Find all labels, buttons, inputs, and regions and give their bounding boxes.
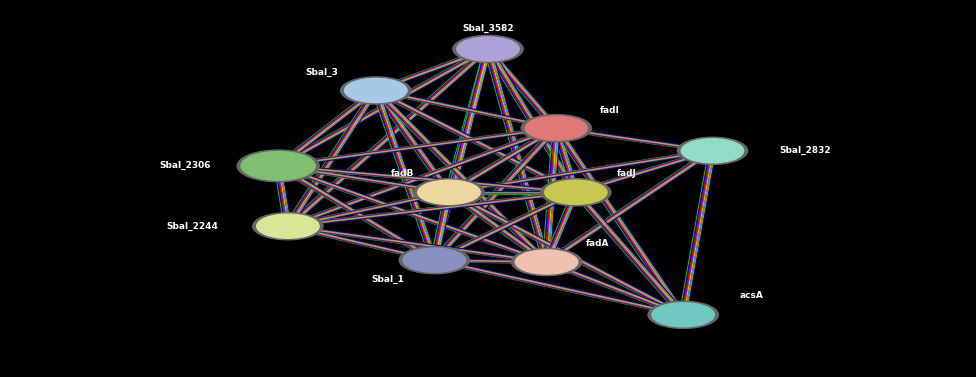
Text: Sbal_3582: Sbal_3582 — [463, 24, 513, 33]
Circle shape — [681, 139, 744, 163]
Circle shape — [341, 77, 411, 104]
Circle shape — [414, 179, 484, 206]
Text: fadJ: fadJ — [617, 169, 636, 178]
Circle shape — [457, 37, 519, 61]
Text: fadB: fadB — [390, 169, 414, 178]
Text: Sbal_2244: Sbal_2244 — [166, 222, 219, 231]
Circle shape — [545, 180, 607, 204]
Circle shape — [403, 248, 466, 272]
Circle shape — [541, 179, 611, 206]
Circle shape — [511, 248, 582, 276]
Circle shape — [453, 35, 523, 63]
Circle shape — [652, 303, 714, 327]
Text: fadI: fadI — [600, 106, 620, 115]
Circle shape — [648, 301, 718, 328]
Circle shape — [237, 150, 319, 182]
Text: fadA: fadA — [586, 239, 609, 248]
Circle shape — [399, 247, 469, 274]
Circle shape — [257, 214, 319, 238]
Text: Sbal_2832: Sbal_2832 — [780, 146, 831, 155]
Circle shape — [345, 78, 407, 103]
Circle shape — [515, 250, 578, 274]
Circle shape — [253, 213, 323, 240]
Text: Sbal_3: Sbal_3 — [305, 68, 339, 77]
Circle shape — [677, 137, 748, 164]
Circle shape — [525, 116, 588, 140]
Text: acsA: acsA — [740, 291, 763, 300]
Circle shape — [418, 180, 480, 204]
Circle shape — [521, 115, 591, 142]
Text: Sbal_1: Sbal_1 — [371, 274, 404, 284]
Circle shape — [241, 152, 315, 180]
Text: Sbal_2306: Sbal_2306 — [160, 161, 211, 170]
